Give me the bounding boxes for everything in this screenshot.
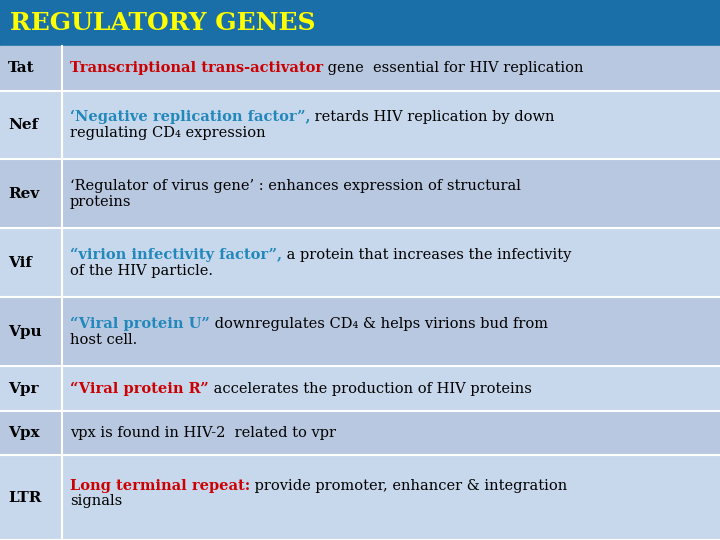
Text: Vpu: Vpu — [8, 325, 42, 339]
Text: Tat: Tat — [8, 61, 35, 75]
Text: Vpx: Vpx — [8, 426, 40, 440]
Text: host cell.: host cell. — [70, 333, 138, 347]
Text: provide promoter, enhancer & integration: provide promoter, enhancer & integration — [251, 479, 567, 492]
Text: downregulates CD₄ & helps virions bud from: downregulates CD₄ & helps virions bud fr… — [210, 317, 548, 331]
Text: Transcriptional trans-activator: Transcriptional trans-activator — [70, 61, 323, 75]
Text: REGULATORY GENES: REGULATORY GENES — [10, 11, 315, 35]
Text: gene  essential for HIV replication: gene essential for HIV replication — [323, 61, 584, 75]
Text: regulating CD₄ expression: regulating CD₄ expression — [70, 126, 266, 140]
Text: ‘Negative replication factor”,: ‘Negative replication factor”, — [70, 110, 310, 124]
Bar — [0, 91, 720, 159]
Text: Vpr: Vpr — [8, 382, 38, 396]
Text: Vif: Vif — [8, 256, 32, 270]
Text: Long terminal repeat:: Long terminal repeat: — [70, 479, 251, 492]
Bar — [0, 367, 720, 411]
Text: of the HIV particle.: of the HIV particle. — [70, 264, 213, 278]
Text: “Viral protein U”: “Viral protein U” — [70, 317, 210, 332]
Bar — [0, 46, 720, 91]
Text: vpx is found in HIV-2  related to vpr: vpx is found in HIV-2 related to vpr — [70, 426, 336, 440]
Bar — [0, 228, 720, 298]
Bar — [0, 159, 720, 228]
Text: accelerates the production of HIV proteins: accelerates the production of HIV protei… — [209, 382, 531, 396]
Text: signals: signals — [70, 494, 122, 508]
Bar — [0, 455, 720, 540]
Text: “virion infectivity factor”,: “virion infectivity factor”, — [70, 248, 282, 262]
Text: Nef: Nef — [8, 118, 38, 132]
Text: Rev: Rev — [8, 187, 40, 201]
Text: LTR: LTR — [8, 491, 41, 505]
Bar — [0, 411, 720, 455]
Text: “Viral protein R”: “Viral protein R” — [70, 382, 209, 396]
Bar — [0, 298, 720, 367]
Text: ‘Regulator of virus gene’ : enhances expression of structural: ‘Regulator of virus gene’ : enhances exp… — [70, 179, 521, 193]
Text: a protein that increases the infectivity: a protein that increases the infectivity — [282, 248, 572, 262]
Text: retards HIV replication by down: retards HIV replication by down — [310, 110, 555, 124]
Bar — [0, 0, 720, 46]
Text: proteins: proteins — [70, 195, 132, 209]
